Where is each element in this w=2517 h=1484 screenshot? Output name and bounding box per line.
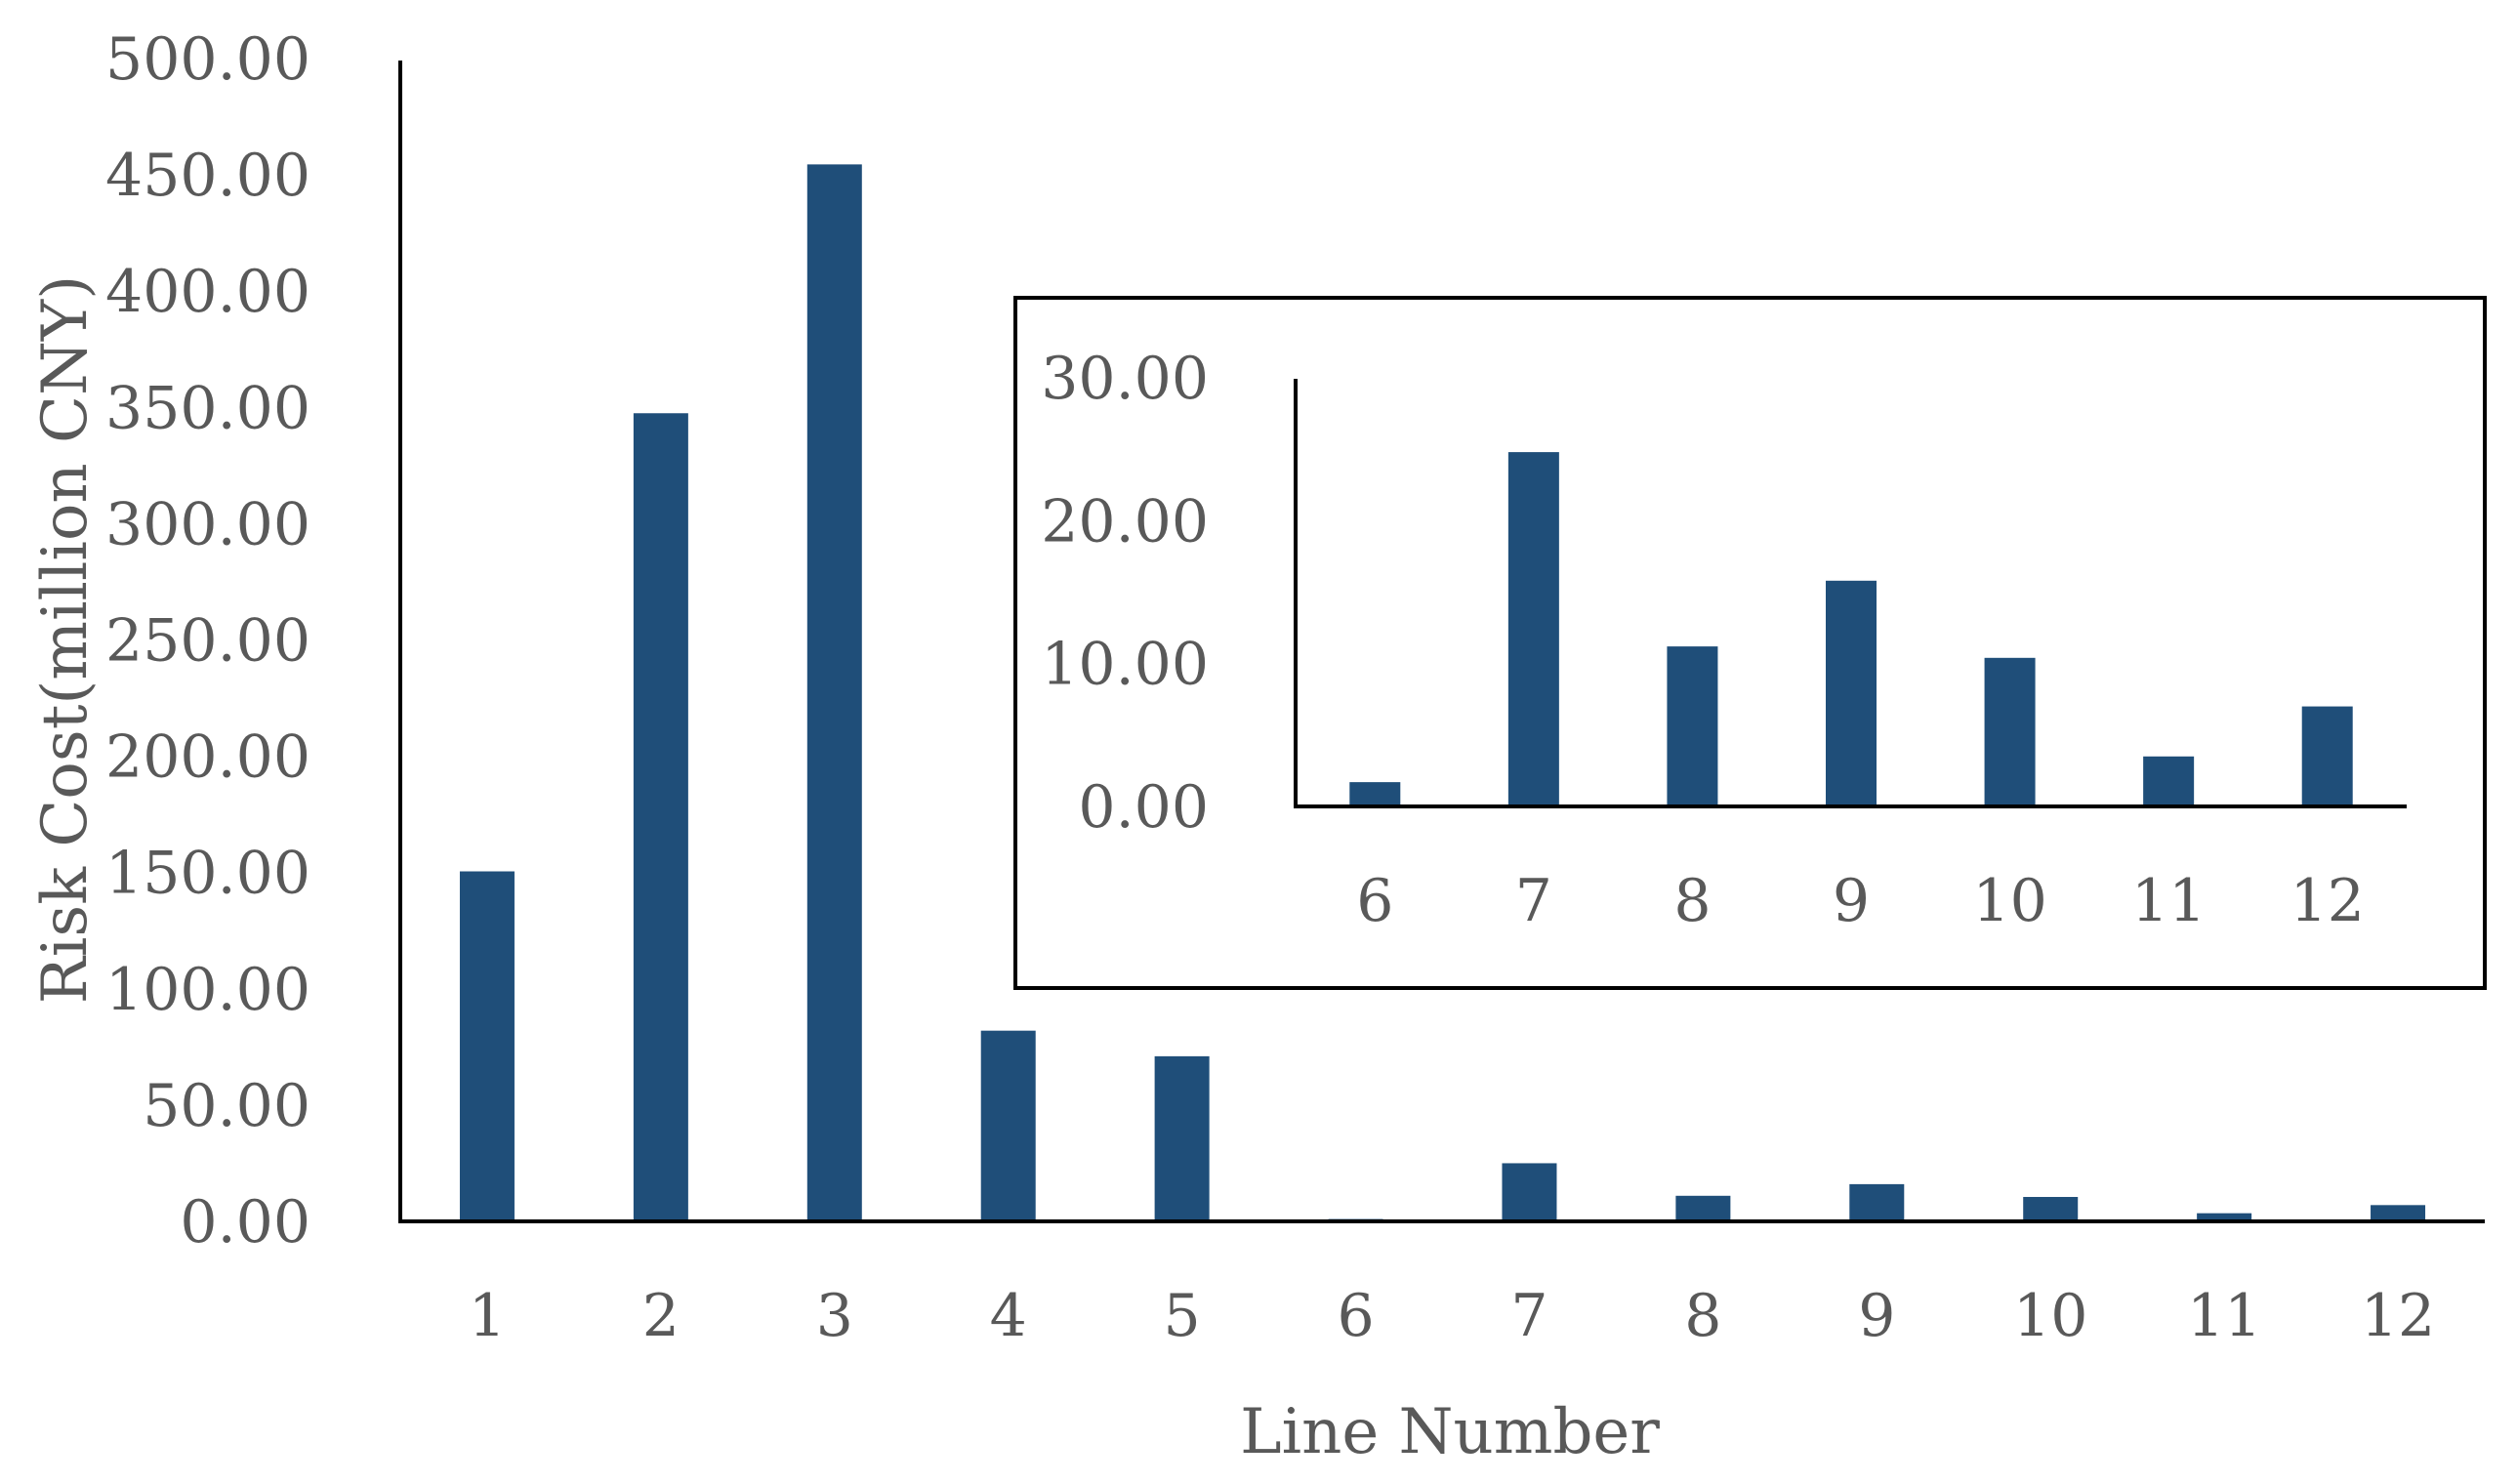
inset-plot: 0.00 10.00 20.00 30.00 6 7 8 9 10 11 12 [1041, 345, 2407, 935]
inset-x-tick-label: 6 [1356, 867, 1393, 935]
inset-x-tick-label: 10 [1972, 867, 2046, 935]
y-tick-label: 200.00 [105, 723, 310, 792]
bar-8 [1675, 1195, 1731, 1221]
inset-y-tick-label: 30.00 [1041, 345, 1209, 413]
inset-x-tick-label: 8 [1673, 867, 1711, 935]
x-axis-title: Line Number [1240, 1396, 1660, 1468]
inset-bar-9 [1826, 580, 1877, 806]
inset-x-tick-label: 9 [1833, 867, 1870, 935]
x-tick-label: 2 [642, 1282, 680, 1350]
inset-bar-11 [2143, 756, 2195, 806]
y-tick-label: 250.00 [105, 607, 310, 676]
bar-5 [1154, 1055, 1210, 1221]
x-tick-label: 9 [1858, 1282, 1895, 1350]
inset-bar-8 [1667, 646, 1718, 806]
inset-y-tick-label: 0.00 [1078, 773, 1209, 842]
y-tick-label: 350.00 [105, 374, 310, 442]
x-tick-label: 10 [2013, 1282, 2087, 1350]
bar-10 [2023, 1196, 2079, 1221]
inset-bar-12 [2301, 706, 2353, 806]
x-tick-label: 12 [2361, 1282, 2435, 1350]
bar-12 [2371, 1205, 2426, 1221]
inset-x-tick-label: 12 [2290, 867, 2365, 935]
main-plot: 0.0050.00100.00150.00200.00250.00300.003… [105, 25, 2485, 1350]
bar-3 [806, 164, 862, 1222]
bar-9 [1849, 1183, 1905, 1221]
y-tick-label: 100.00 [105, 956, 310, 1024]
inset-bar-10 [1984, 657, 2036, 806]
bar-7 [1502, 1163, 1557, 1221]
y-tick-label: 150.00 [105, 840, 310, 908]
y-tick-label: 450.00 [105, 142, 310, 210]
x-tick-label: 1 [469, 1282, 506, 1350]
x-tick-label: 7 [1510, 1282, 1547, 1350]
x-tick-label: 5 [1164, 1282, 1201, 1350]
x-tick-label: 8 [1684, 1282, 1721, 1350]
inset-x-tick-label: 7 [1515, 867, 1552, 935]
bar-1 [459, 871, 515, 1221]
bar-4 [980, 1030, 1036, 1221]
inset-frame [1013, 296, 2487, 990]
y-axis-title: Risk Cost(million CNY) [29, 275, 102, 1005]
x-tick-label: 11 [2187, 1282, 2261, 1350]
y-tick-label: 50.00 [143, 1072, 310, 1140]
bar-2 [633, 413, 688, 1221]
y-tick-label: 400.00 [105, 258, 310, 326]
bar-11 [2197, 1213, 2252, 1221]
y-tick-label: 300.00 [105, 490, 310, 558]
x-tick-label: 6 [1337, 1282, 1374, 1350]
inset-bar-6 [1349, 782, 1401, 806]
inset-x-tick-label: 11 [2131, 867, 2206, 935]
x-tick-label: 4 [990, 1282, 1027, 1350]
inset-y-tick-label: 20.00 [1041, 487, 1209, 556]
x-tick-label: 3 [816, 1282, 853, 1350]
y-tick-label: 0.00 [180, 1188, 310, 1257]
inset-y-tick-label: 10.00 [1041, 631, 1209, 699]
inset-bar-7 [1507, 452, 1559, 806]
y-tick-label: 500.00 [105, 25, 310, 94]
